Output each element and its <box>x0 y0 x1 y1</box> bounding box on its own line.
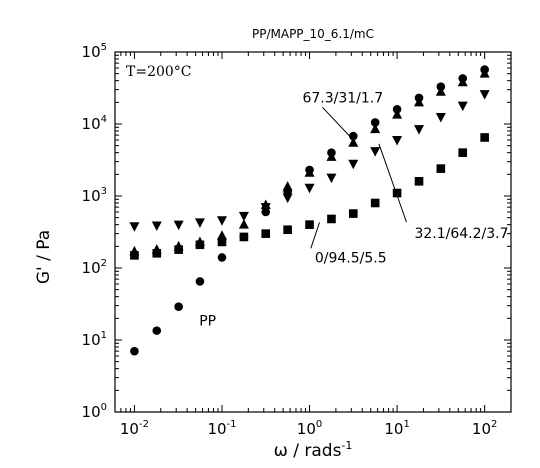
y-axis-label: G' / Pa <box>34 230 54 284</box>
data-point-triangle-down <box>173 220 184 231</box>
data-point-triangle-down <box>479 90 490 100</box>
data-point-circle <box>174 302 183 312</box>
data-point-triangle-up <box>370 123 381 134</box>
annotations: 67.3/31/1.7 32.1/64.2/3.7 0/94.5/5.5 PP <box>199 90 508 329</box>
data-point-triangle-up <box>216 230 227 240</box>
y-tick-label: 104 <box>82 114 107 133</box>
data-point-square <box>152 249 162 258</box>
annotation-leader-line <box>322 106 354 141</box>
data-point-triangle-up <box>326 151 337 161</box>
data-point-square <box>458 148 468 157</box>
x-tick-label: 101 <box>384 419 409 438</box>
plot-area-border <box>114 51 512 413</box>
y-tick-label: 102 <box>82 258 107 277</box>
series-triangle-down <box>129 90 490 232</box>
data-point-triangle-up <box>282 181 293 191</box>
data-point-triangle-up <box>238 219 249 229</box>
data-point-triangle-up <box>304 167 315 177</box>
annotation-leader-line <box>378 143 407 223</box>
condition-label: T=200°C <box>126 64 192 80</box>
data-point-square <box>239 232 249 242</box>
data-point-triangle-up <box>414 96 425 107</box>
data-point-square <box>174 245 183 254</box>
data-point-circle <box>152 326 162 335</box>
annotation-label: 0/94.5/5.5 <box>315 250 387 266</box>
data-point-square <box>370 198 380 208</box>
data-point-triangle-down <box>304 183 315 194</box>
data-point-square <box>217 237 227 247</box>
data-point-triangle-up <box>479 68 490 78</box>
data-point-triangle-down <box>435 113 446 123</box>
data-point-triangle-up <box>457 76 468 87</box>
data-point-triangle-down <box>392 135 403 146</box>
y-tick-label: 103 <box>82 186 107 205</box>
series-circle <box>130 65 489 356</box>
data-point-square <box>327 214 336 224</box>
series-square <box>130 133 489 260</box>
data-point-square <box>261 229 271 238</box>
data-point-triangle-down <box>129 222 140 232</box>
plot-frame <box>114 51 512 413</box>
data-point-square <box>305 220 314 229</box>
data-point-triangle-down <box>326 173 337 184</box>
data-point-square <box>480 133 489 142</box>
y-tick-label: 100 <box>82 402 107 421</box>
data-point-circle <box>370 118 380 127</box>
x-tick-label: 102 <box>472 419 497 438</box>
x-tick-label: 10-2 <box>120 419 149 438</box>
data-point-triangle-down <box>194 218 205 228</box>
annotation-label: 67.3/31/1.7 <box>302 90 383 106</box>
data-point-square <box>283 225 292 235</box>
annotation-label: PP <box>199 313 216 329</box>
data-point-triangle-down <box>348 159 359 170</box>
data-point-triangle-down <box>260 203 271 213</box>
data-point-triangle-up <box>392 109 403 119</box>
data-point-circle <box>195 277 205 286</box>
data-point-square <box>195 240 205 250</box>
x-axis-label: ω / rads-1 <box>274 439 353 461</box>
data-point-triangle-down <box>457 101 468 112</box>
annotation-leader-line <box>310 222 320 249</box>
data-point-triangle-down <box>238 211 249 222</box>
chart-title: PP/MAPP_10_6.1/mC <box>252 27 374 41</box>
data-point-triangle-down <box>151 221 162 231</box>
data-point-triangle-down <box>282 193 293 204</box>
data-point-square <box>348 209 358 218</box>
data-point-square <box>392 188 402 198</box>
x-tick-label: 100 <box>297 419 322 438</box>
data-point-circle <box>217 253 227 262</box>
data-point-triangle-down <box>414 125 425 135</box>
data-series <box>129 65 490 356</box>
data-point-square <box>414 177 424 186</box>
data-point-triangle-up <box>435 86 446 96</box>
axis-ticks <box>114 51 512 413</box>
y-tick-label: 105 <box>82 42 107 61</box>
data-point-circle <box>130 346 139 356</box>
x-axis-label-text: ω / rads <box>274 441 342 461</box>
y-tick-label: 101 <box>82 330 107 349</box>
data-point-square <box>436 164 446 173</box>
data-point-triangle-down <box>216 216 227 226</box>
tick-labels: 10-2 10-1 100 101 102 100 101 102 103 104 105 <box>82 42 498 438</box>
x-axis-label-exponent: -1 <box>341 439 352 452</box>
annotation-label: 32.1/64.2/3.7 <box>414 226 508 242</box>
data-point-square <box>130 251 139 260</box>
data-point-triangle-down <box>370 147 381 157</box>
data-point-triangle-up <box>348 137 359 147</box>
x-tick-label: 10-1 <box>207 419 236 438</box>
